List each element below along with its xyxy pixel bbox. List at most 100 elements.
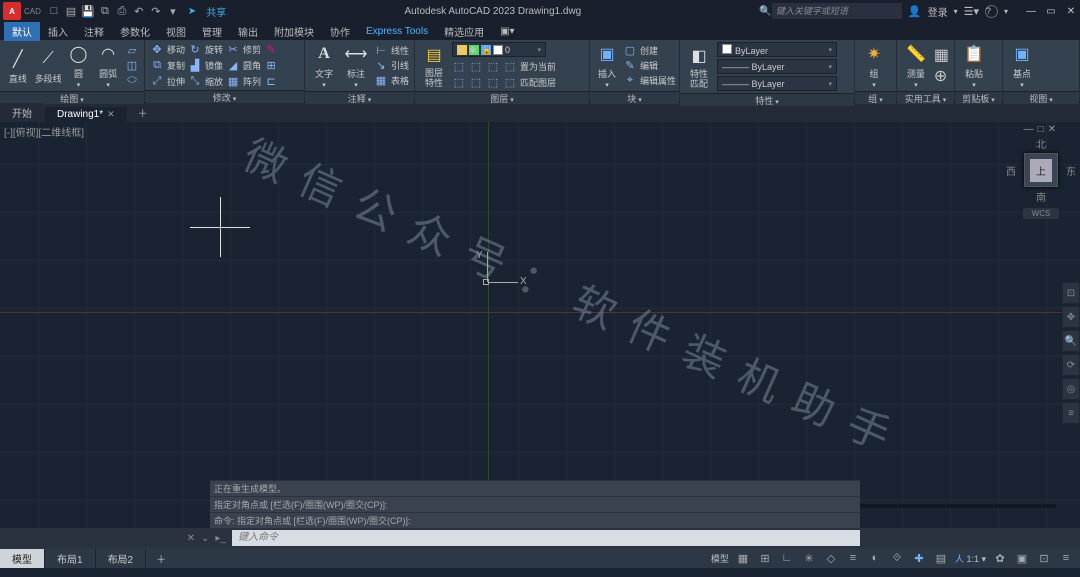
status-gear-icon[interactable]: ✿ (992, 550, 1008, 566)
cmd-config-icon[interactable]: ⌄ (201, 533, 209, 544)
status-osnap-icon[interactable]: ◇ (823, 550, 839, 566)
block-attr-button[interactable]: ⌖编辑属性 (623, 74, 676, 88)
panel-modify-label[interactable]: 修改 (145, 90, 304, 103)
tab-manage[interactable]: 管理 (194, 22, 230, 41)
signin-label[interactable]: 登录 (928, 4, 948, 19)
layer-properties-button[interactable]: ▤图层特性 (420, 43, 448, 88)
block-create-button[interactable]: ▢创建 (623, 44, 676, 58)
hatch-icon[interactable]: ◫ (125, 59, 139, 73)
text-button[interactable]: A文字▾ (310, 42, 338, 89)
status-clean-icon[interactable]: ⊡ (1036, 550, 1052, 566)
tab-annotate[interactable]: 注释 (76, 22, 112, 41)
layout-model[interactable]: 模型 (0, 549, 45, 568)
layer-ic1[interactable]: ⬚ (452, 59, 466, 73)
tab-close-icon[interactable]: ✕ (107, 109, 115, 120)
dimension-button[interactable]: ⟷标注▾ (342, 42, 370, 89)
app-logo[interactable]: A (3, 2, 21, 20)
leader-button[interactable]: ↘引线 (374, 59, 409, 73)
qat-open-icon[interactable]: ▤ (64, 4, 78, 18)
vp-close[interactable]: ✕ (1048, 124, 1056, 135)
layout-add[interactable]: ＋ (146, 549, 176, 568)
tab-collab[interactable]: 协作 (322, 22, 358, 41)
measure-button[interactable]: 📏测量▾ (902, 42, 930, 89)
nav-pan-icon[interactable]: ✥ (1062, 306, 1080, 328)
status-model[interactable]: 模型 (711, 552, 729, 565)
layer-ic5[interactable]: ⬚ (452, 75, 466, 89)
color-combo[interactable]: ByLayer▾ (717, 42, 837, 57)
base-view-button[interactable]: ▣基点▾ (1008, 42, 1036, 89)
tab-express-tools[interactable]: Express Tools (358, 24, 436, 39)
layer-ic6[interactable]: ⬚ (469, 75, 483, 89)
status-lwt-icon[interactable]: ≡ (845, 550, 861, 566)
status-grid-icon[interactable]: ▦ (735, 550, 751, 566)
share-icon[interactable]: ➤ (188, 6, 196, 17)
layer-setcurrent-button[interactable]: 置为当前 (520, 60, 556, 73)
circle-button[interactable]: ◯圆▾ (66, 42, 92, 89)
layer-ic3[interactable]: ⬚ (486, 59, 500, 73)
status-custom-icon[interactable]: ≡ (1058, 550, 1074, 566)
nav-full-icon[interactable]: ⊡ (1062, 282, 1080, 304)
util-ic1[interactable]: ▦ (934, 45, 949, 65)
panel-utilities-label[interactable]: 实用工具 (897, 91, 954, 104)
status-scale[interactable]: 人 1:1 ▾ (955, 552, 986, 565)
share-label[interactable]: 共享 (206, 4, 226, 19)
layer-ic8[interactable]: ⬚ (503, 75, 517, 89)
status-snap-icon[interactable]: ⊞ (757, 550, 773, 566)
status-polar-icon[interactable]: ✳ (801, 550, 817, 566)
status-transp-icon[interactable]: ◐ (867, 550, 883, 566)
linetype-combo[interactable]: ——— ByLayer▾ (717, 76, 837, 91)
viewport-label[interactable]: [-][俯视][二维线框] (4, 124, 84, 139)
layer-combo[interactable]: ☀❄🔓0 ▾ (452, 42, 546, 57)
erase-icon[interactable]: ✎ (264, 42, 278, 56)
panel-view-label[interactable]: 视图 (1003, 91, 1079, 104)
status-iso-icon[interactable]: ▣ (1014, 550, 1030, 566)
line-button[interactable]: ╱直线 (5, 47, 31, 85)
tab-default[interactable]: 默认 (4, 22, 40, 41)
tab-overflow[interactable]: ▣▾ (492, 24, 522, 39)
minimize-button[interactable]: — (1022, 6, 1040, 17)
nav-wheel-icon[interactable]: ◎ (1062, 378, 1080, 400)
qat-undo-icon[interactable]: ↶ (132, 4, 146, 18)
vp-minimize[interactable]: — (1024, 124, 1034, 135)
match-props-button[interactable]: ◧特性匹配 (685, 44, 713, 89)
explode-icon[interactable]: ⊞ (264, 58, 278, 72)
wcs-label[interactable]: WCS (1023, 208, 1059, 219)
lineweight-combo[interactable]: ——— ByLayer▾ (717, 59, 837, 74)
layout-1[interactable]: 布局1 (45, 549, 96, 568)
maximize-button[interactable]: ▭ (1042, 6, 1060, 17)
offset-icon[interactable]: ⊏ (264, 74, 278, 88)
arc-button[interactable]: ◠圆弧▾ (95, 42, 121, 89)
block-edit-button[interactable]: ✎编辑 (623, 59, 676, 73)
layer-ic4[interactable]: ⬚ (503, 59, 517, 73)
tab-featured[interactable]: 精选应用 (436, 22, 492, 41)
close-button[interactable]: ✕ (1062, 6, 1080, 17)
status-cycle-icon[interactable]: ⟐ (889, 550, 905, 566)
status-dyn-icon[interactable]: ✚ (911, 550, 927, 566)
cmd-close-icon[interactable]: ✕ (187, 533, 195, 544)
panel-properties-label[interactable]: 特性 (680, 93, 854, 106)
nav-more-icon[interactable]: ≡ (1062, 402, 1080, 424)
panel-clipboard-label[interactable]: 剪贴板 (955, 91, 1002, 104)
tab-drawing1[interactable]: Drawing1*✕ (45, 107, 127, 122)
qat-save-icon[interactable]: 💾 (81, 4, 95, 18)
tab-addins[interactable]: 附加模块 (266, 22, 322, 41)
copy-button[interactable]: ⧉复制▟镜像◢圆角⊞ (150, 58, 278, 72)
tab-view[interactable]: 视图 (158, 22, 194, 41)
panel-groups-label[interactable]: 组 (855, 91, 896, 104)
rect-icon[interactable]: ▱ (125, 44, 139, 58)
tab-output[interactable]: 输出 (230, 22, 266, 41)
tab-parametric[interactable]: 参数化 (112, 22, 158, 41)
layout-2[interactable]: 布局2 (96, 549, 147, 568)
command-input[interactable]: 键入命令 (232, 530, 860, 546)
viewcube[interactable]: 北 西 上 东 南 WCS (1006, 136, 1076, 219)
cart-icon[interactable]: ☰▾ (964, 5, 979, 18)
block-insert-button[interactable]: ▣插入▾ (595, 42, 619, 89)
vp-maximize[interactable]: □ (1038, 124, 1044, 135)
paste-button[interactable]: 📋粘贴▾ (960, 42, 988, 89)
help-icon[interactable]: ? (985, 5, 998, 18)
util-ic2[interactable]: ⊕ (934, 66, 949, 86)
tab-start[interactable]: 开始 (0, 103, 44, 122)
tab-new-button[interactable]: ＋ (128, 103, 158, 122)
layer-ic7[interactable]: ⬚ (486, 75, 500, 89)
panel-annotation-label[interactable]: 注释 (305, 91, 414, 104)
